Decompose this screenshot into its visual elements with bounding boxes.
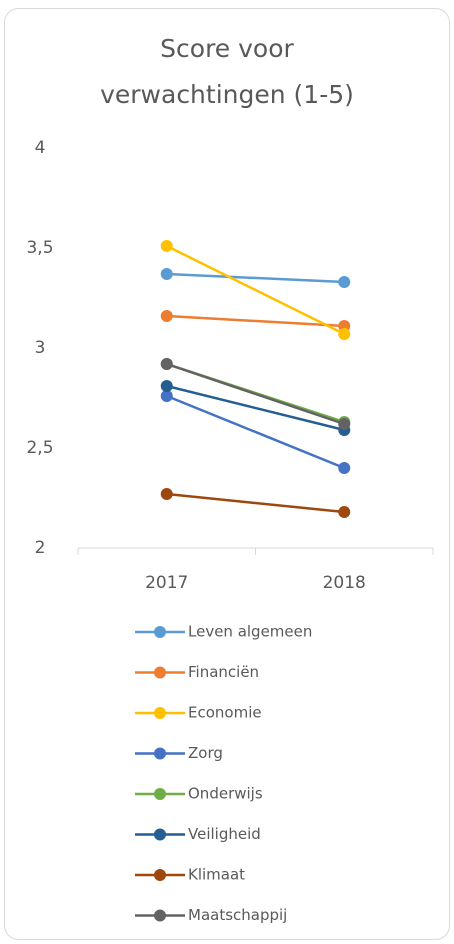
y-tick-label: 3,5 — [26, 238, 53, 258]
x-tick-label: 2018 — [323, 573, 366, 593]
series-line — [166, 394, 345, 470]
y-tick-label: 3 — [35, 338, 46, 358]
data-point — [160, 488, 173, 500]
series-line — [166, 492, 345, 514]
legend-label: Veiligheid — [188, 825, 261, 843]
legend-label: Leven algemeen — [188, 623, 312, 641]
data-point — [338, 462, 351, 474]
legend-marker — [154, 788, 166, 800]
data-point — [338, 276, 351, 288]
data-point — [160, 358, 173, 370]
legend-label: Financiën — [188, 663, 259, 681]
series-line — [166, 272, 345, 284]
data-point — [160, 310, 173, 322]
data-point — [338, 328, 351, 340]
legend-label: Maatschappij — [188, 906, 287, 924]
legend-label: Klimaat — [188, 866, 245, 884]
legend-marker — [154, 909, 166, 922]
legend-label: Onderwijs — [188, 785, 263, 803]
y-tick-label: 4 — [35, 138, 46, 158]
data-point — [160, 240, 173, 252]
series-line — [166, 314, 345, 328]
legend-marker — [154, 747, 166, 760]
series-line — [166, 384, 345, 432]
y-tick-label: 2 — [35, 538, 46, 558]
legend-label: Zorg — [188, 744, 223, 762]
legend-label: Economie — [188, 704, 262, 722]
legend-marker — [154, 869, 166, 881]
series-line — [166, 362, 345, 426]
legend-marker — [154, 707, 166, 719]
legend-marker — [154, 828, 166, 841]
series-line — [166, 244, 345, 336]
chart-title: Score voor verwachtingen (1-5) — [100, 34, 354, 109]
chart-frame — [4, 8, 450, 940]
legend-marker — [154, 626, 166, 638]
data-point — [338, 506, 351, 518]
y-tick-label: 2,5 — [26, 438, 53, 458]
data-point — [160, 380, 173, 392]
data-point — [160, 268, 173, 280]
data-point — [338, 418, 351, 430]
x-tick-label: 2017 — [145, 573, 188, 593]
legend-marker — [154, 666, 166, 679]
data-point — [160, 390, 173, 402]
